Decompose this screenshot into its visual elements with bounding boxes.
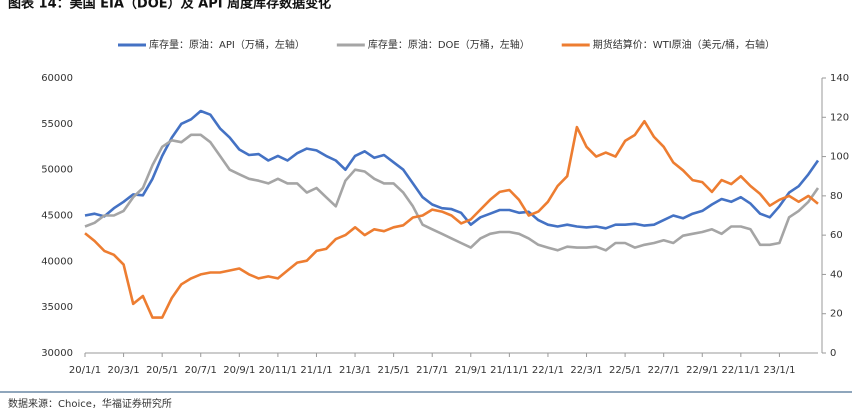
- x-tick-label: 20/3/1: [107, 365, 139, 376]
- x-tick-label: 21/7/1: [416, 365, 448, 376]
- y2-tick-label: 100: [830, 152, 849, 163]
- legend-label: 库存量：原油：API（万桶，左轴）: [149, 38, 305, 51]
- x-tick-label: 22/11/1: [722, 365, 761, 376]
- x-tick-label: 20/5/1: [146, 365, 178, 376]
- legend-label: 库存量：原油：DOE（万桶，左轴）: [368, 38, 530, 51]
- legend-label: 期货结算价：WTI原油（美元/桶，右轴）: [593, 38, 775, 51]
- source: 数据来源：Choice，华福证券研究所: [8, 397, 172, 408]
- y2-tick-label: 80: [830, 191, 843, 202]
- series-line: [84, 109, 820, 230]
- y2-tick-label: 40: [830, 269, 843, 280]
- y2-tick-label: 120: [830, 112, 849, 123]
- x-tick-label: 23/1/1: [763, 365, 795, 376]
- y-tick-label: 35000: [41, 302, 73, 313]
- y-tick-label: 30000: [41, 348, 73, 359]
- x-tick-label: 21/1/1: [300, 365, 332, 376]
- series-line: [84, 133, 820, 252]
- y-tick-label: 40000: [41, 256, 73, 267]
- y-tick-label: 50000: [41, 165, 73, 176]
- x-tick-label: 21/3/1: [339, 365, 371, 376]
- y2-tick-label: 20: [830, 309, 843, 320]
- y2-tick-label: 140: [830, 73, 849, 84]
- x-tick-label: 22/9/1: [686, 365, 718, 376]
- y-tick-label: 45000: [41, 211, 73, 222]
- x-tick-label: 22/7/1: [648, 365, 680, 376]
- x-tick-label: 20/11/1: [259, 365, 298, 376]
- series-line: [84, 119, 819, 319]
- x-tick-label: 21/11/1: [490, 365, 529, 376]
- y-tick-label: 55000: [41, 119, 73, 130]
- x-tick-label: 21/5/1: [378, 365, 410, 376]
- x-tick-label: 22/5/1: [609, 365, 641, 376]
- y-tick-label: 60000: [41, 73, 73, 84]
- x-tick-label: 20/9/1: [223, 365, 255, 376]
- x-tick-label: 22/1/1: [532, 365, 564, 376]
- x-tick-label: 20/1/1: [69, 365, 101, 376]
- x-tick-label: 21/9/1: [455, 365, 487, 376]
- chart-title: 图表 14：美国 EIA（DOE）及 API 周度库存数据变化: [8, 0, 331, 12]
- y2-tick-label: 60: [830, 230, 843, 241]
- y2-tick-label: 0: [830, 348, 836, 359]
- x-tick-label: 22/3/1: [570, 365, 602, 376]
- x-tick-label: 20/7/1: [185, 365, 217, 376]
